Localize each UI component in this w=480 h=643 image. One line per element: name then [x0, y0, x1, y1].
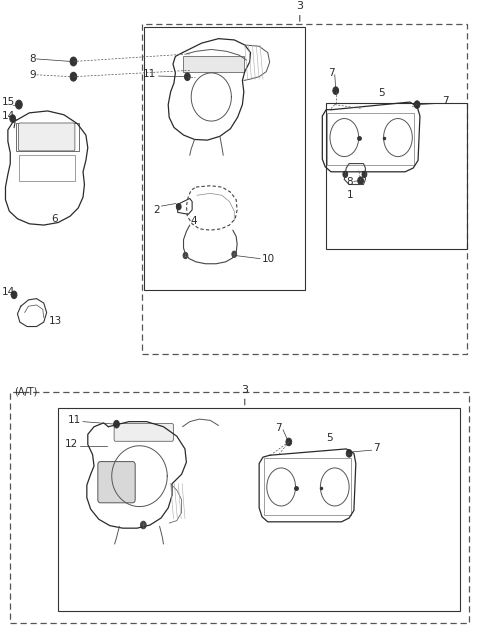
Text: 10: 10 — [262, 255, 275, 264]
Circle shape — [141, 521, 146, 529]
Circle shape — [176, 204, 181, 210]
Text: 3: 3 — [241, 385, 248, 395]
Text: 1: 1 — [347, 190, 353, 199]
Text: 6: 6 — [51, 213, 58, 224]
Text: 2: 2 — [153, 205, 159, 215]
Text: 7: 7 — [275, 423, 282, 433]
FancyBboxPatch shape — [114, 424, 173, 441]
Text: 12: 12 — [65, 439, 78, 449]
Text: 14: 14 — [1, 111, 15, 121]
Circle shape — [184, 73, 190, 80]
Text: 11: 11 — [143, 69, 156, 79]
Circle shape — [286, 438, 292, 446]
Text: 7: 7 — [328, 68, 334, 78]
Text: 11: 11 — [68, 415, 81, 426]
Text: 4: 4 — [190, 216, 197, 226]
Text: 3: 3 — [296, 1, 303, 12]
Bar — [10, 392, 469, 623]
Text: 8: 8 — [347, 177, 353, 187]
Bar — [58, 408, 460, 611]
Circle shape — [11, 291, 17, 298]
Circle shape — [346, 449, 352, 457]
Circle shape — [10, 114, 15, 122]
Text: 8: 8 — [29, 54, 36, 64]
Bar — [142, 24, 468, 354]
Circle shape — [15, 100, 22, 109]
Circle shape — [114, 421, 120, 428]
Circle shape — [358, 177, 363, 185]
Text: 9: 9 — [29, 70, 36, 80]
Circle shape — [70, 72, 77, 81]
Circle shape — [70, 57, 77, 66]
Bar — [326, 104, 468, 249]
Text: 13: 13 — [48, 316, 62, 327]
FancyBboxPatch shape — [18, 123, 75, 151]
Circle shape — [333, 87, 338, 95]
Text: 5: 5 — [378, 88, 384, 98]
FancyBboxPatch shape — [182, 56, 244, 71]
Circle shape — [232, 251, 237, 257]
Bar — [144, 27, 305, 291]
Text: 5: 5 — [326, 433, 333, 443]
Circle shape — [414, 101, 420, 109]
FancyBboxPatch shape — [98, 462, 135, 503]
Circle shape — [183, 252, 188, 258]
Text: 7: 7 — [373, 443, 380, 453]
Circle shape — [362, 171, 367, 177]
Text: (A/T): (A/T) — [14, 386, 37, 396]
Text: 15: 15 — [1, 97, 15, 107]
Text: 14: 14 — [1, 287, 15, 297]
Text: 7: 7 — [442, 96, 449, 106]
Circle shape — [343, 171, 348, 177]
